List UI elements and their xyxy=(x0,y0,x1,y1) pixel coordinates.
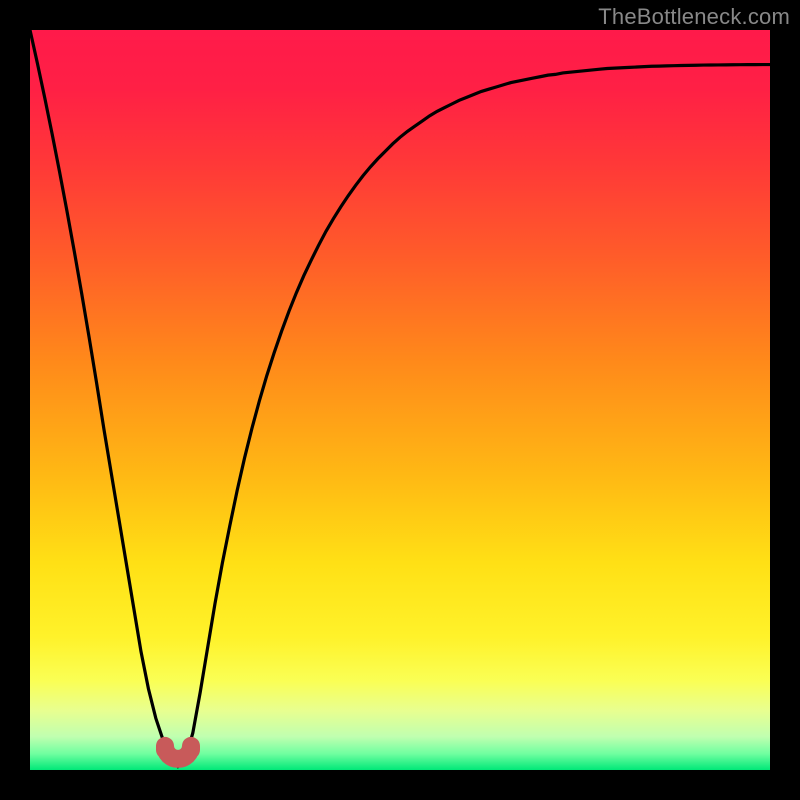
bottleneck-chart: TheBottleneck.com xyxy=(0,0,800,800)
chart-svg xyxy=(0,0,800,800)
watermark-text: TheBottleneck.com xyxy=(598,4,790,30)
